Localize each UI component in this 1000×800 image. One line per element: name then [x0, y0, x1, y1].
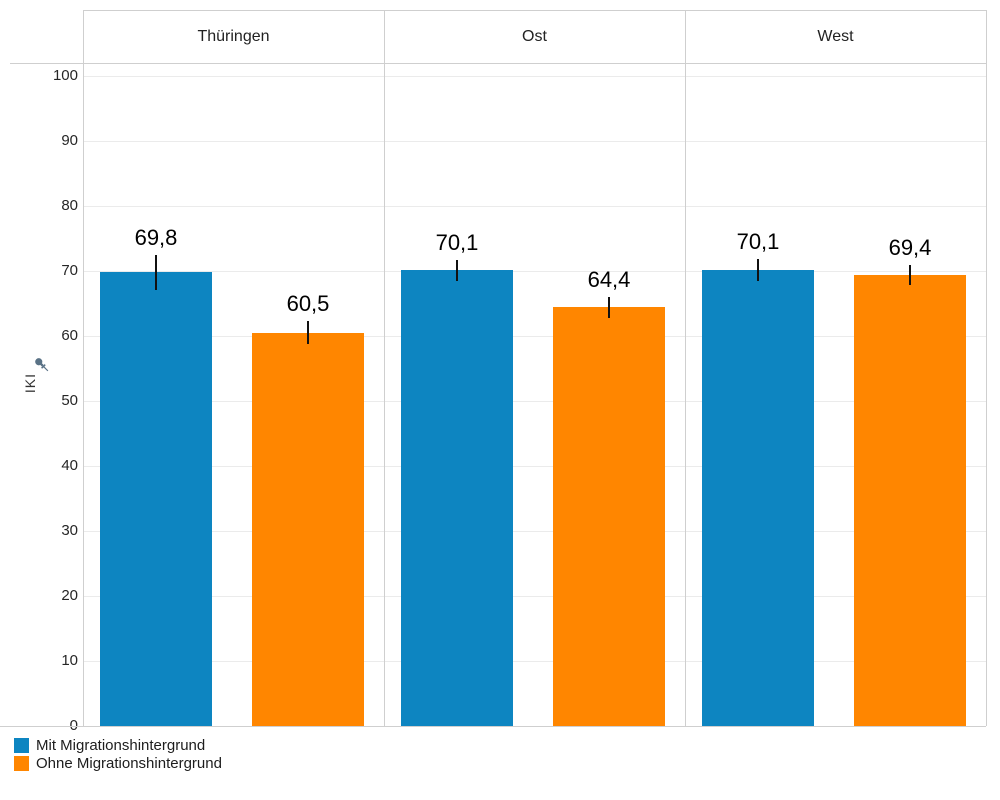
bar-value-label: 60,5 [286, 291, 330, 317]
gridline [83, 206, 986, 207]
gridline [83, 661, 986, 662]
y-tick-label: 100 [52, 67, 78, 84]
x-axis-line [0, 726, 986, 727]
bar[interactable] [702, 270, 814, 726]
bar-value-label: 69,4 [888, 235, 932, 261]
y-tick-label: 0 [0, 716, 78, 736]
error-bar [909, 265, 911, 285]
bar[interactable] [553, 307, 665, 726]
bar-value-label: 64,4 [587, 267, 631, 292]
gridline [83, 141, 986, 142]
error-bar [307, 321, 309, 345]
gridline [83, 76, 986, 77]
y-tick-label: 80 [61, 197, 78, 214]
error-bar [456, 259, 458, 281]
y-tick-label: 50 [61, 392, 78, 409]
panel-header[interactable]: Thüringen [197, 27, 270, 45]
error-bar [757, 259, 759, 282]
bar-value-label: 69,8 [134, 224, 178, 250]
legend-label: Ohne Migrationshintergrund [36, 754, 222, 772]
y-tick-label: 60 [61, 327, 78, 344]
panel-border [384, 10, 385, 726]
legend-label: Mit Migrationshintergrund [36, 736, 206, 754]
gridline [83, 531, 986, 532]
panel-border [986, 10, 987, 726]
y-tick-label: 10 [61, 652, 78, 669]
legend-item-mit-migrationshintergrund[interactable]: Mit Migrationshintergrund [14, 736, 222, 754]
header-bottom-border [10, 63, 986, 64]
panel-border [685, 10, 686, 726]
gridline [83, 271, 986, 272]
legend-swatch-blue [14, 737, 29, 753]
y-tick-label: 70 [61, 262, 78, 279]
error-bar [608, 297, 610, 318]
gridline [83, 466, 986, 467]
gridline [83, 596, 986, 597]
y-tick-label: 90 [61, 132, 78, 149]
bar[interactable] [854, 274, 966, 726]
legend-item-ohne-migrationshintergrund[interactable]: Ohne Migrationshintergrund [14, 754, 222, 772]
y-tick-label: 20 [61, 587, 78, 604]
bar[interactable] [100, 272, 212, 726]
panel-header[interactable]: Ost [522, 27, 547, 45]
y-tick-label: 30 [61, 522, 78, 539]
bar[interactable] [401, 270, 513, 726]
error-bar [155, 254, 157, 290]
header-top-border [83, 10, 986, 11]
y-tick-label: 40 [61, 457, 78, 474]
legend-swatch-orange [14, 755, 29, 771]
pushpin-icon[interactable] [32, 355, 52, 375]
bar-value-label: 70,1 [736, 229, 780, 255]
bar[interactable] [252, 332, 364, 726]
panel-header[interactable]: West [817, 27, 854, 45]
panel-border [83, 10, 84, 726]
legend: Mit Migrationshintergrund Ohne Migration… [14, 736, 222, 772]
bar-value-label: 70,1 [435, 229, 479, 255]
gridline [83, 401, 986, 402]
gridline [83, 336, 986, 337]
